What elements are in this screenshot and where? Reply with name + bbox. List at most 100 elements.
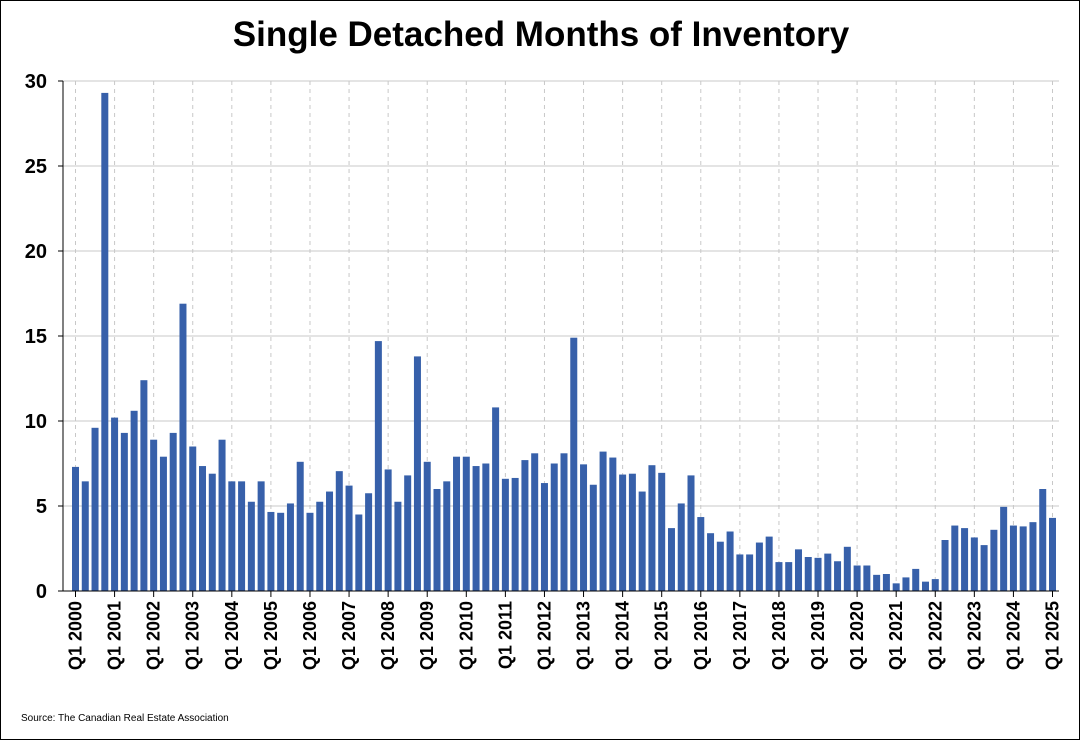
x-tick-label: Q1 2010 <box>456 601 476 670</box>
bar <box>746 554 754 591</box>
bar <box>247 501 255 591</box>
bar <box>902 577 910 591</box>
bar <box>120 432 128 591</box>
bar <box>814 557 822 591</box>
bar <box>267 511 275 591</box>
bar <box>921 581 929 591</box>
bar <box>394 501 402 591</box>
y-tick-label: 5 <box>36 496 47 518</box>
bar <box>531 453 539 591</box>
axes-layer: 0 5 10 15 20 25 30 Q1 2000 Q1 2001 Q1 2002 Q1 2003… <box>25 71 1063 670</box>
bar <box>931 579 939 591</box>
bar <box>873 574 881 591</box>
bar <box>882 574 890 591</box>
bar <box>140 380 148 591</box>
bar <box>81 481 89 591</box>
y-tick-label: 10 <box>25 411 47 433</box>
bar <box>658 472 666 591</box>
x-tick-label: Q1 2009 <box>417 601 437 670</box>
bars-layer <box>72 92 1056 592</box>
bar <box>941 540 949 591</box>
bar <box>716 541 724 591</box>
bar <box>345 485 353 591</box>
y-tick-label: 20 <box>25 241 47 263</box>
bar <box>433 489 441 591</box>
bar <box>91 427 99 591</box>
x-tick-label: Q1 2011 <box>495 601 515 669</box>
x-tick-label: Q1 2015 <box>652 601 672 670</box>
x-tick-label: Q1 2020 <box>847 601 867 670</box>
bar <box>404 475 412 591</box>
bar <box>335 471 343 591</box>
x-tick-label: Q1 2023 <box>964 601 984 670</box>
bar <box>990 529 998 591</box>
bar <box>736 554 744 591</box>
bar <box>560 453 568 591</box>
bar <box>159 456 167 591</box>
bar <box>609 457 617 591</box>
x-tick-label: Q1 2022 <box>925 601 945 670</box>
y-tick-label: 15 <box>25 326 47 348</box>
x-tick-label: Q1 2014 <box>613 601 633 670</box>
bar <box>150 439 158 591</box>
bar <box>423 461 431 591</box>
bar <box>853 565 861 591</box>
x-tick-label: Q1 2024 <box>1003 601 1023 670</box>
bar <box>628 473 636 591</box>
x-tick-label: Q1 2004 <box>222 601 242 670</box>
bar <box>677 503 685 591</box>
bar <box>521 460 529 591</box>
bar <box>384 469 392 591</box>
bar <box>130 410 138 591</box>
bar <box>286 503 294 591</box>
bar <box>775 562 783 591</box>
bar <box>101 92 109 592</box>
bar <box>277 512 285 591</box>
bar <box>413 356 421 591</box>
bar <box>540 483 548 591</box>
bar <box>1029 522 1037 591</box>
bar <box>765 536 773 591</box>
x-tick-label: Q1 2000 <box>66 601 86 670</box>
x-tick-label: Q1 2002 <box>144 601 164 670</box>
bar <box>589 484 597 591</box>
bar <box>550 463 558 591</box>
bar <box>785 562 793 591</box>
bar <box>1049 517 1056 591</box>
y-tick-label: 0 <box>36 581 47 603</box>
bar <box>208 473 216 591</box>
bar <box>501 478 509 591</box>
bar <box>492 407 500 591</box>
bar <box>824 553 832 591</box>
bar <box>179 303 187 591</box>
bar <box>228 481 236 591</box>
bar <box>863 565 871 591</box>
bar <box>482 463 490 591</box>
bar <box>296 461 304 591</box>
bar <box>1039 489 1047 591</box>
bar <box>912 568 920 591</box>
x-tick-label: Q1 2001 <box>105 601 125 670</box>
x-tick-label: Q1 2007 <box>339 601 359 670</box>
bar <box>726 531 734 591</box>
bar <box>199 466 207 591</box>
bar <box>794 549 802 591</box>
bar <box>189 446 197 591</box>
bar <box>580 464 588 591</box>
bar <box>316 501 324 591</box>
bar <box>687 475 695 591</box>
bar <box>511 477 519 591</box>
bar <box>1000 506 1008 591</box>
y-tick-label: 25 <box>25 156 47 178</box>
bar <box>570 337 578 591</box>
bar <box>472 466 480 591</box>
bar <box>804 557 812 591</box>
bar <box>326 491 334 591</box>
x-tick-label: Q1 2016 <box>691 601 711 670</box>
bar <box>834 561 842 591</box>
bar <box>218 439 226 591</box>
bar <box>648 465 656 591</box>
bar <box>980 545 988 591</box>
x-tick-label: Q1 2005 <box>261 601 281 670</box>
